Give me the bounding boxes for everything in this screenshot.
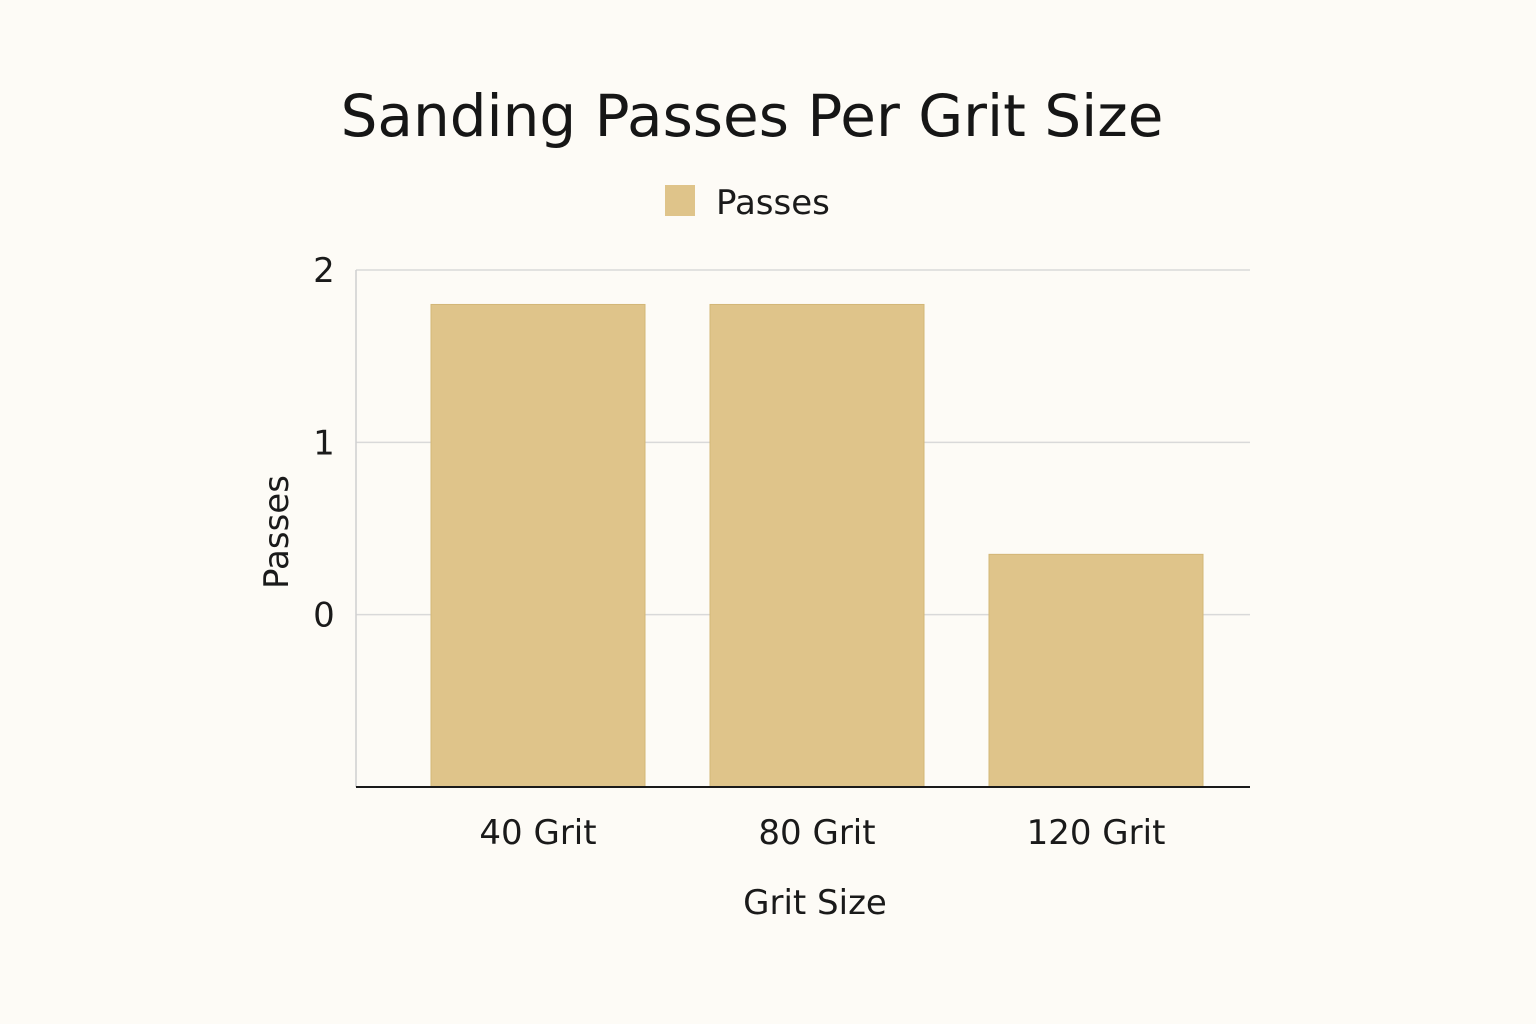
x-tick-labels: 40 Grit 80 Grit 120 Grit xyxy=(479,813,1165,853)
x-axis-label: Grit Size xyxy=(743,883,887,923)
axes xyxy=(355,270,1250,788)
x-tick-label: 40 Grit xyxy=(479,813,596,853)
legend-swatch xyxy=(665,185,695,216)
x-tick-label: 80 Grit xyxy=(758,813,875,853)
bars xyxy=(430,303,1204,788)
y-tick-label: 1 xyxy=(313,423,335,463)
chart-title: Sanding Passes Per Grit Size xyxy=(341,82,1164,150)
bar xyxy=(709,303,925,788)
y-tick-label: 0 xyxy=(313,596,335,636)
x-tick-label: 120 Grit xyxy=(1027,813,1166,853)
bar xyxy=(988,553,1204,788)
legend: Passes xyxy=(665,183,830,223)
y-tick-label: 2 xyxy=(313,251,335,291)
y-axis-label: Passes xyxy=(257,475,297,589)
legend-label: Passes xyxy=(716,183,830,223)
y-tick-labels: 0 1 2 xyxy=(313,251,335,636)
bar xyxy=(430,303,646,788)
